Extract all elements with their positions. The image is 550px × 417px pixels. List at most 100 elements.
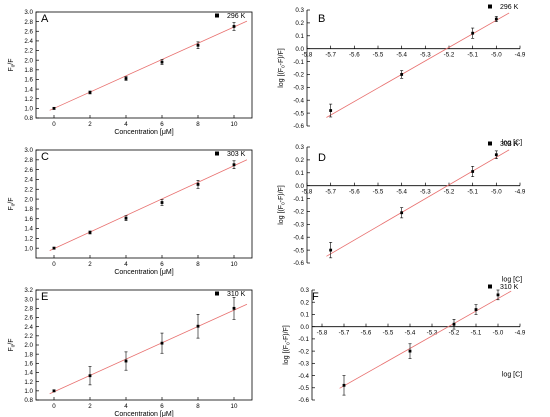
x-tick-label: 2 <box>88 121 92 128</box>
y-tick-label: 0.1 <box>295 170 304 177</box>
y-tick-label: 1.0 <box>24 388 33 395</box>
x-tick-label: 0 <box>52 403 56 410</box>
x-tick-label: -5.7 <box>325 52 336 59</box>
x-tick-label: -5.6 <box>349 52 360 59</box>
data-point <box>52 389 56 393</box>
x-tick-label: -5.6 <box>361 330 372 337</box>
y-tick-label: 1.6 <box>24 216 33 223</box>
y-tick-label: -0.5 <box>298 385 309 392</box>
plot-frame <box>35 149 253 259</box>
x-tick-label: -5.0 <box>491 189 502 196</box>
y-tick-label: 2.6 <box>24 167 33 174</box>
data-point <box>196 43 200 47</box>
x-tick-label: -5.3 <box>427 330 438 337</box>
legend-label: 310 K <box>227 291 246 298</box>
x-tick-label: 0 <box>52 121 56 128</box>
y-axis-label: F0/F <box>8 338 16 351</box>
x-tick-label: -5.3 <box>420 52 431 59</box>
y-tick-label: 2.8 <box>24 157 33 164</box>
y-tick-label: 3.0 <box>24 296 33 303</box>
y-tick-label: 1.0 <box>24 106 33 113</box>
x-tick-label: -5.8 <box>317 330 328 337</box>
y-tick-label: -0.5 <box>293 247 304 254</box>
y-tick-label: -0.6 <box>293 123 304 130</box>
legend-label: 310 K <box>500 284 519 291</box>
y-axis-label: F0/F <box>8 58 16 71</box>
x-tick-label: 6 <box>160 403 164 410</box>
x-tick-label: -5.2 <box>444 189 455 196</box>
x-tick-label: 10 <box>231 403 238 410</box>
y-tick-label: -0.2 <box>298 348 309 355</box>
x-tick-label: -5.0 <box>491 52 502 59</box>
data-point <box>52 106 56 110</box>
x-tick-label: 10 <box>231 121 238 128</box>
y-tick-label: -0.4 <box>293 97 304 104</box>
x-tick-label: -5.1 <box>467 52 478 59</box>
y-tick-label: 1.4 <box>24 226 33 233</box>
x-tick-label: 8 <box>196 261 200 268</box>
legend-label: 303 K <box>500 141 519 148</box>
x-tick-label: -5.4 <box>396 189 407 196</box>
y-tick-label: 2.0 <box>24 57 33 64</box>
panel-C: 0 2 4 6 8 10 1.0 1.2 1.4 1.6 1.8 2.0 2.2 2.4 2.6 2.8 3.0… <box>8 147 253 276</box>
panel-letter: E <box>41 291 48 303</box>
x-tick-label: 10 <box>231 261 238 268</box>
y-tick-label: -0.3 <box>298 361 309 368</box>
y-tick-label: -0.4 <box>298 373 309 380</box>
y-tick-label: 0.3 <box>295 144 304 151</box>
y-tick-label: 2.4 <box>24 324 33 331</box>
legend-label: 303 K <box>227 151 246 158</box>
y-axis-label: F0/F <box>8 197 16 210</box>
y-tick-label: -0.1 <box>293 59 304 66</box>
y-tick-label: 1.2 <box>24 236 33 243</box>
y-tick-label: 1.8 <box>24 67 33 74</box>
legend-marker <box>488 4 492 9</box>
x-tick-label: -5.8 <box>302 52 313 59</box>
y-tick-label: 2.2 <box>24 186 33 193</box>
y-axis-label: log [(F0-F)/F] <box>283 325 291 365</box>
y-tick-label: 2.2 <box>24 48 33 55</box>
x-axis-label: Concentration [μM] <box>114 129 173 136</box>
plot-frame <box>35 11 253 119</box>
y-tick-label: 0.0 <box>295 183 304 190</box>
x-tick-label: 0 <box>52 261 56 268</box>
data-point <box>88 231 92 234</box>
data-point <box>400 211 404 215</box>
y-tick-label: 2.2 <box>24 333 33 340</box>
x-tick-label: -5.6 <box>349 189 360 196</box>
x-tick-label: -4.9 <box>515 52 526 59</box>
panel-letter: D <box>318 152 326 164</box>
legend-marker <box>488 284 492 289</box>
y-tick-label: -0.6 <box>293 260 304 267</box>
data-point <box>160 60 164 64</box>
x-tick-label: 6 <box>160 121 164 128</box>
y-tick-label: 2.4 <box>24 177 33 184</box>
fit-line <box>49 159 248 252</box>
x-tick-label: -5.7 <box>325 189 336 196</box>
y-tick-label: -0.2 <box>293 72 304 79</box>
x-tick-label: 4 <box>124 121 128 128</box>
y-tick-label: -0.4 <box>293 234 304 241</box>
y-tick-label: -0.3 <box>293 85 304 92</box>
x-tick-label: -4.9 <box>515 330 526 337</box>
panel-letter: F <box>312 291 319 303</box>
x-axis-label: log [C] <box>502 277 522 284</box>
plot-frame <box>35 289 253 401</box>
data-point <box>452 322 456 326</box>
panel-D: -5.8 -5.7 -5.6 -5.5 -5.4 -5.3 -5.2 -5.1 -5.0 -4.9… <box>278 141 526 284</box>
y-tick-label: 3.0 <box>24 147 33 154</box>
y-tick-label: 0.2 <box>295 20 304 27</box>
x-tick-label: 4 <box>124 403 128 410</box>
y-tick-label: 0.1 <box>295 33 304 40</box>
x-tick-label: 8 <box>196 121 200 128</box>
y-tick-label: -0.6 <box>298 397 309 404</box>
x-tick-label: 4 <box>124 261 128 268</box>
y-axis-label: log [(F0-F)/F] <box>278 185 286 225</box>
data-point <box>408 349 412 353</box>
data-point <box>124 77 128 80</box>
x-tick-label: -5.7 <box>339 330 350 337</box>
data-point <box>474 308 478 311</box>
x-tick-label: -5.5 <box>383 330 394 337</box>
x-tick-label: -5.1 <box>471 330 482 337</box>
